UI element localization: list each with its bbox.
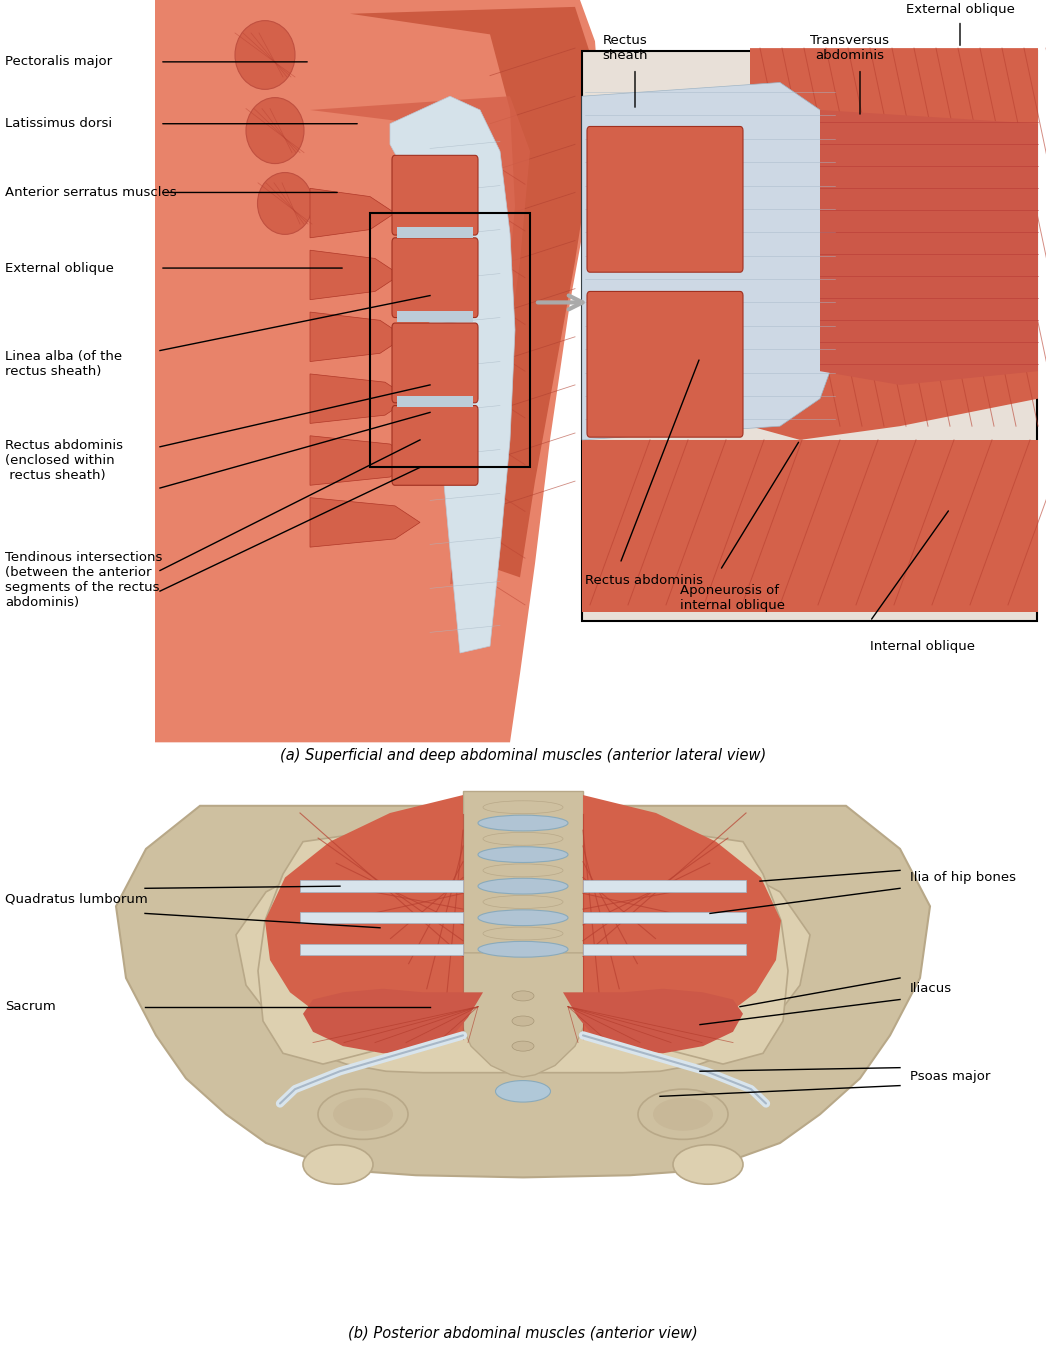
Bar [397, 311, 473, 322]
Bar [583, 943, 746, 955]
Text: Latissimus dorsi: Latissimus dorsi [5, 118, 112, 130]
Bar [582, 51, 1037, 621]
Text: External oblique: External oblique [5, 262, 114, 274]
Text: Linea alba (of the
rectus sheath): Linea alba (of the rectus sheath) [5, 350, 122, 378]
Text: Anterior serratus muscles: Anterior serratus muscles [5, 186, 177, 199]
Text: Psoas major: Psoas major [910, 1070, 991, 1082]
Bar [300, 943, 463, 955]
Ellipse shape [478, 847, 568, 862]
Ellipse shape [483, 801, 563, 813]
Ellipse shape [511, 1042, 535, 1051]
Ellipse shape [511, 990, 535, 1001]
Text: Pectoralis major: Pectoralis major [5, 55, 112, 69]
Ellipse shape [483, 896, 563, 908]
Ellipse shape [511, 1016, 535, 1025]
Ellipse shape [478, 942, 568, 957]
FancyArrowPatch shape [538, 296, 583, 309]
Text: Ilia of hip bones: Ilia of hip bones [910, 871, 1016, 884]
Polygon shape [236, 863, 810, 1073]
Polygon shape [310, 96, 530, 584]
Polygon shape [310, 188, 395, 238]
Bar [463, 792, 583, 957]
Ellipse shape [638, 1089, 728, 1139]
Bar [397, 396, 473, 407]
Ellipse shape [653, 1098, 713, 1131]
Text: Quadratus lumborum: Quadratus lumborum [5, 893, 147, 905]
Text: External oblique: External oblique [906, 4, 1015, 16]
Text: Transversus
abdominis: Transversus abdominis [811, 34, 889, 62]
Bar [583, 881, 746, 892]
Text: Rectus abdominis
(enclosed within
 rectus sheath): Rectus abdominis (enclosed within rectus… [5, 439, 123, 482]
Text: Sacrum: Sacrum [5, 1000, 55, 1013]
Ellipse shape [483, 863, 563, 877]
Polygon shape [303, 989, 483, 1054]
Ellipse shape [478, 878, 568, 894]
FancyBboxPatch shape [587, 292, 743, 438]
Ellipse shape [303, 1144, 373, 1185]
Ellipse shape [246, 97, 304, 163]
Ellipse shape [496, 1081, 550, 1102]
Ellipse shape [478, 815, 568, 831]
Text: Rectus
sheath: Rectus sheath [602, 34, 647, 62]
Text: Tendinous intersections
(between the anterior
segments of the rectus
abdominis): Tendinous intersections (between the ant… [5, 551, 162, 609]
Polygon shape [563, 989, 743, 1054]
Ellipse shape [483, 927, 563, 940]
Text: Rectus abdominis: Rectus abdominis [585, 574, 703, 586]
FancyBboxPatch shape [392, 238, 478, 317]
Ellipse shape [235, 20, 295, 89]
FancyBboxPatch shape [392, 155, 478, 235]
Text: (b) Posterior abdominal muscles (anterior view): (b) Posterior abdominal muscles (anterio… [348, 1325, 698, 1340]
Bar [583, 912, 746, 924]
FancyBboxPatch shape [587, 127, 743, 272]
Polygon shape [820, 109, 1038, 385]
Bar [397, 227, 473, 238]
Text: Internal oblique: Internal oblique [870, 639, 975, 653]
Bar [370, 213, 530, 467]
Text: Iliacus: Iliacus [910, 982, 952, 996]
Text: Aponeurosis of
internal oblique: Aponeurosis of internal oblique [680, 584, 784, 612]
Ellipse shape [673, 1144, 743, 1185]
Polygon shape [390, 96, 515, 653]
Polygon shape [451, 952, 595, 1077]
Polygon shape [310, 436, 415, 485]
Ellipse shape [333, 1098, 393, 1131]
Polygon shape [258, 835, 403, 1065]
Polygon shape [750, 49, 1038, 440]
Polygon shape [583, 794, 781, 1036]
Ellipse shape [483, 832, 563, 846]
Ellipse shape [318, 1089, 408, 1139]
Polygon shape [265, 794, 463, 1036]
Polygon shape [310, 497, 420, 547]
Polygon shape [310, 374, 410, 423]
Ellipse shape [257, 173, 313, 234]
Polygon shape [155, 0, 600, 742]
Polygon shape [350, 7, 595, 577]
Ellipse shape [478, 909, 568, 925]
FancyBboxPatch shape [392, 323, 478, 403]
Polygon shape [582, 82, 840, 440]
Polygon shape [582, 440, 1038, 612]
Polygon shape [310, 312, 405, 362]
Polygon shape [643, 835, 788, 1065]
Polygon shape [116, 805, 930, 1178]
Text: (a) Superficial and deep abdominal muscles (anterior lateral view): (a) Superficial and deep abdominal muscl… [280, 748, 766, 763]
Bar [300, 912, 463, 924]
Polygon shape [310, 250, 400, 300]
FancyBboxPatch shape [392, 405, 478, 485]
Bar [300, 881, 463, 892]
